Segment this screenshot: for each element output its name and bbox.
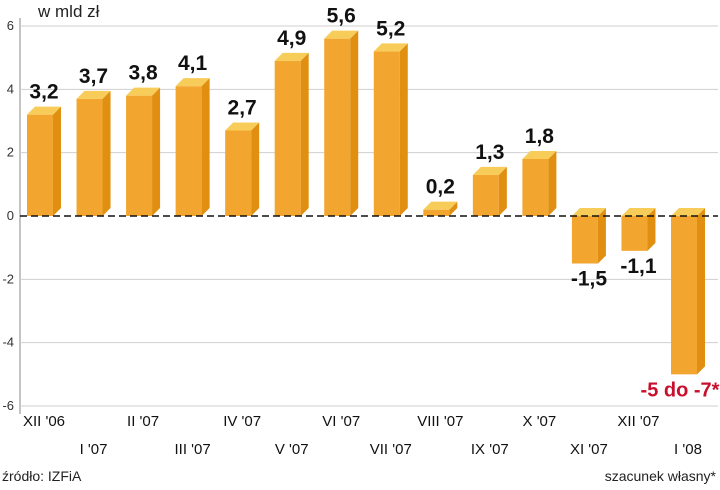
bar-front-face [472,174,499,216]
x-tick-label: III '07 [175,441,211,458]
bar-side-face [201,78,210,217]
x-axis: XII '06 I '07 II '07 III '07 IV '07 V '07 VI '… [23,413,702,458]
bars [27,30,705,375]
data-label: 3,2 [29,81,58,104]
bar [671,208,705,375]
unit-label: w mld zł [38,2,100,21]
bar-top-face [76,90,111,99]
bar-side-face [251,122,260,216]
bar [27,106,61,216]
x-tick-label: XII '06 [23,413,65,430]
data-label: 4,1 [178,52,208,75]
data-label: 5,6 [327,5,356,28]
bar-front-face [76,98,103,216]
bar [225,122,260,216]
bar-side-face [548,151,557,216]
y-tick-label: -4 [2,335,14,350]
bar-side-face [53,106,61,216]
bar [472,166,507,216]
data-label: 3,7 [79,65,108,88]
bar-top-face [27,106,61,115]
data-label: 5,2 [376,17,405,40]
y-tick-label: -6 [2,398,14,413]
y-tick-label: -2 [2,271,14,286]
data-label: 1,3 [475,141,504,164]
data-label: -1,1 [620,255,657,278]
bar-top-face [373,43,408,52]
x-tick-label: IV '07 [223,413,261,430]
bar-side-face [498,166,507,216]
bar-top-face [225,122,260,131]
y-tick-label: 4 [7,81,14,96]
bar [621,208,656,251]
bar-top-face [522,151,557,159]
bar-side-face [597,208,606,264]
bar-top-face [621,208,656,216]
bar-side-face [152,87,161,217]
data-label: 1,8 [525,125,555,148]
bar-front-face [126,95,153,216]
bar-front-face [274,60,301,217]
y-tick-label: 6 [7,18,14,33]
bar-front-face [27,114,53,216]
x-tick-label: II '07 [127,413,159,430]
bar-front-face [522,159,549,216]
y-tick-label: 2 [7,145,14,160]
data-label: 3,8 [128,62,158,85]
bar-side-face [697,208,705,375]
bar [522,151,557,216]
bar-side-face [102,90,111,216]
y-axis: 6 4 2 0 -2 -4 -6 [2,18,14,413]
bar [126,87,161,217]
bar [76,90,111,216]
bar-front-face [571,216,598,264]
x-tick-label: X '07 [523,413,557,430]
bar [373,43,408,217]
x-tick-label: IX '07 [471,441,509,458]
source-note: źródło: IZFiA [2,468,82,484]
bar-front-face [621,216,648,251]
bar [423,201,458,216]
bar-front-face [225,130,252,216]
bar-top-face [571,208,606,216]
data-label: 2,7 [228,97,257,120]
bar-front-face [324,38,351,216]
bar [274,52,309,217]
x-tick-label: V '07 [275,441,309,458]
data-labels: 3,2 3,7 3,8 4,1 2,7 4,9 5,6 5,2 0,2 1,3 1,8 -1,5 -1,… [29,5,719,402]
data-label: 4,9 [277,27,306,50]
bar [571,208,606,264]
bar-top-face [423,201,458,210]
y-tick-label: 0 [7,208,14,223]
bar [324,30,359,216]
data-label: -5 do -7* [641,379,720,401]
bar-side-face [350,30,359,216]
x-tick-label: XII '07 [617,413,659,430]
data-label: -1,5 [571,268,608,291]
x-tick-label: I '07 [80,441,108,458]
bar-side-face [449,201,458,216]
bar-front-face [175,86,202,217]
x-tick-label: VIII '07 [417,413,463,430]
bar-side-face [399,43,408,217]
x-tick-label: VII '07 [370,441,412,458]
bar-front-face [671,216,697,375]
bar-top-face [175,78,210,87]
data-label: 0,2 [426,176,455,199]
bar-top-face [472,166,507,175]
x-tick-label: I '08 [674,441,702,458]
bar-top-face [324,30,359,39]
bar-top-face [671,208,705,216]
bar-front-face [423,209,450,216]
footnote: szacunek własny* [604,468,716,484]
bar-side-face [300,52,309,217]
bar [175,78,210,217]
bar-top-face [126,87,161,96]
bar-top-face [274,52,309,61]
bar-front-face [373,51,400,217]
x-tick-label: VI '07 [322,413,360,430]
x-tick-label: XI '07 [570,441,608,458]
bar-side-face [647,208,656,251]
